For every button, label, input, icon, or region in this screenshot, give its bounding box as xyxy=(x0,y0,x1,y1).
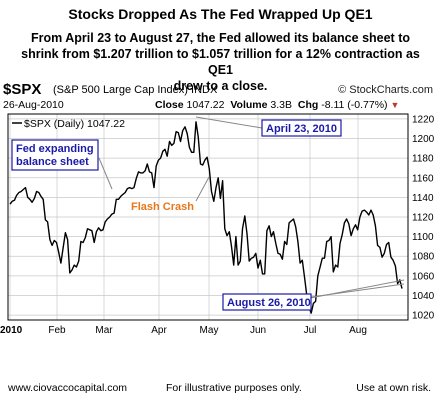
subtitle-line-3: drew to a close. xyxy=(173,79,268,93)
y-axis-labels: 1020 1040 1060 1080 1100 1120 1140 1160 1180 1200… xyxy=(412,114,435,321)
annotation-fed-pointer xyxy=(98,157,113,190)
chg-value: -8.11 (-0.77%) xyxy=(321,99,388,111)
annotation-august-label: August 26, 2010 xyxy=(227,297,311,309)
annotation-flash-crash: Flash Crash xyxy=(131,176,210,213)
annotation-august-box xyxy=(222,293,312,311)
x-axis-labels: 2010 Feb Mar Apr May Jun Jul Aug xyxy=(0,325,367,336)
annotation-fed-expanding: Fed expanding balance sheet xyxy=(11,139,113,190)
annotation-april-box xyxy=(261,119,342,137)
index-exchange: INDX xyxy=(191,84,218,96)
chg-down-icon: ▼ xyxy=(390,100,400,110)
x-tick-label: Mar xyxy=(95,325,113,336)
y-tick-label: 1120 xyxy=(412,213,434,224)
annotation-april-label: April 23, 2010 xyxy=(266,123,337,135)
x-tick-label: May xyxy=(200,325,219,336)
series-line-spx xyxy=(9,121,403,314)
annotation-flash-crash-pointer xyxy=(195,176,210,202)
annotation-april-23: April 23, 2010 xyxy=(195,116,342,137)
x-tick-label: Aug xyxy=(349,325,367,336)
chg-label: Chg xyxy=(297,99,319,111)
x-tick-label: 2010 xyxy=(0,325,23,336)
y-tick-label: 1020 xyxy=(412,311,435,322)
brand-label: © StockCharts.com xyxy=(338,84,433,96)
footer-risk: Use at own risk. xyxy=(356,382,431,394)
chart-symbol: $SPX xyxy=(3,81,42,98)
y-tick-label: 1220 xyxy=(412,114,435,125)
x-tick-label: Jul xyxy=(304,325,317,336)
x-tick-label: Apr xyxy=(151,325,167,336)
chart-index-name: (S&P 500 Large Cap Index) INDX xyxy=(53,84,217,96)
y-tick-label: 1160 xyxy=(412,173,434,184)
close-label: Close xyxy=(155,99,184,111)
volume-value: 3.3B xyxy=(270,99,293,111)
chart-date: 26-Aug-2010 xyxy=(3,99,64,111)
footer-disclaimer: For illustrative purposes only. xyxy=(166,382,302,394)
x-tick-label: Jun xyxy=(250,325,266,336)
index-name: (S&P 500 Large Cap Index) xyxy=(53,84,188,96)
chart-grid xyxy=(8,114,408,320)
annotation-flash-crash-label: Flash Crash xyxy=(131,201,194,213)
y-tick-label: 1140 xyxy=(412,193,434,204)
annotation-august-26: August 26, 2010 xyxy=(222,279,405,311)
y-tick-label: 1100 xyxy=(412,232,434,243)
footer-website: www.ciovaccocapital.com xyxy=(8,382,128,394)
page-title: Stocks Dropped As The Fed Wrapped Up QE1 xyxy=(68,6,373,22)
y-tick-label: 1200 xyxy=(412,134,435,145)
y-tick-label: 1040 xyxy=(412,291,435,302)
x-tick-label: Feb xyxy=(48,325,66,336)
y-tick-label: 1180 xyxy=(412,154,434,165)
annotation-august-pointer-2 xyxy=(299,279,405,301)
page-subtitle: From April 23 to August 27, the Fed allo… xyxy=(8,30,433,94)
annotation-fed-box xyxy=(11,139,99,171)
plot-frame xyxy=(7,113,409,321)
subtitle-line-1: From April 23 to August 27, the Fed allo… xyxy=(30,31,410,45)
subtitle-line-2: shrink from $1.207 trillion to $1.057 tr… xyxy=(21,47,420,77)
annotation-fed-line-1: Fed expanding xyxy=(16,143,94,155)
close-value: 1047.22 xyxy=(186,99,225,111)
annotation-fed-line-2: balance sheet xyxy=(16,156,89,168)
legend-label: $SPX (Daily) 1047.22 xyxy=(24,118,125,130)
volume-label: Volume xyxy=(230,99,268,111)
quote-summary: Close 1047.22 Volume 3.3B Chg -8.11 (-0.… xyxy=(155,99,399,111)
y-tick-label: 1080 xyxy=(412,252,435,263)
annotation-april-pointer xyxy=(195,116,263,129)
y-tick-label: 1060 xyxy=(412,271,435,282)
